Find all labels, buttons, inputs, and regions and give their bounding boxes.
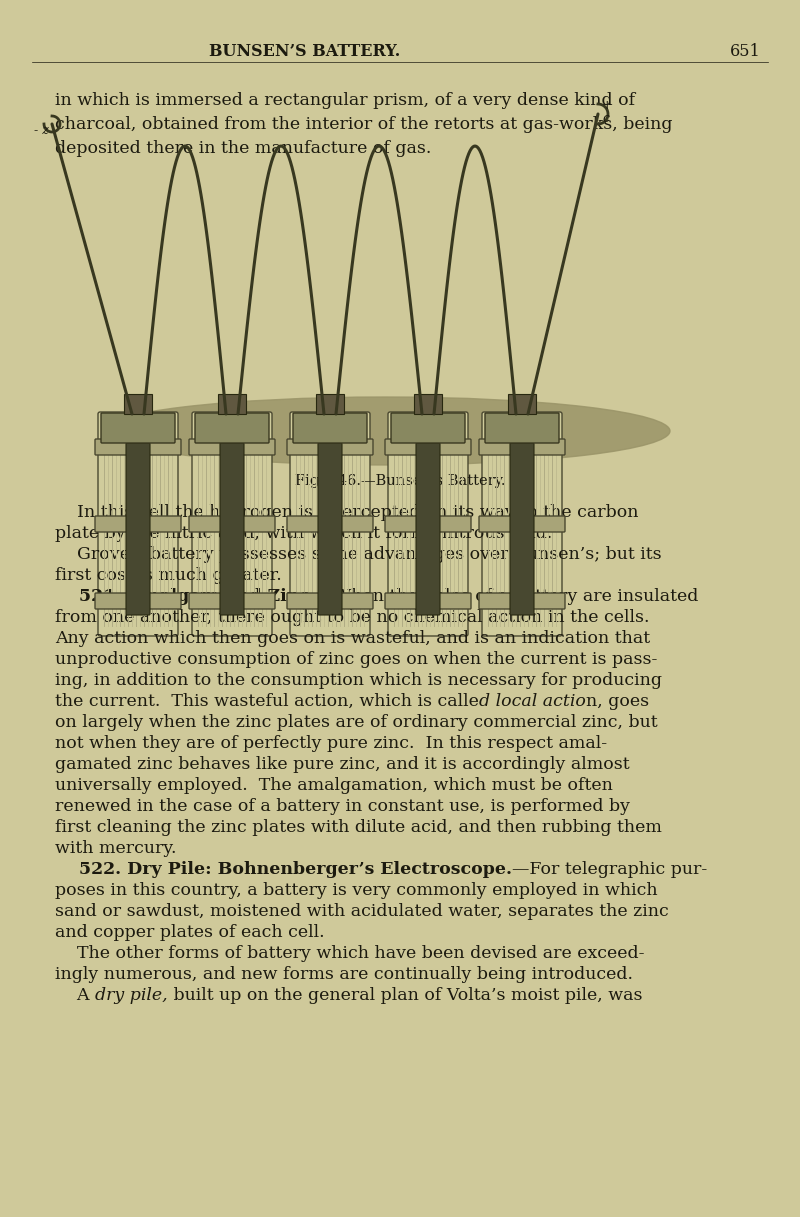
Text: renewed in the case of a battery in constant use, is performed by: renewed in the case of a battery in cons… xyxy=(55,798,630,815)
Text: c: c xyxy=(602,112,609,125)
Text: first cost is much greater.: first cost is much greater. xyxy=(55,567,282,584)
FancyBboxPatch shape xyxy=(385,516,471,532)
FancyBboxPatch shape xyxy=(293,413,367,443)
Text: the current.  This wasteful action, which is calle: the current. This wasteful action, which… xyxy=(55,692,479,710)
FancyBboxPatch shape xyxy=(287,439,373,455)
FancyBboxPatch shape xyxy=(482,413,562,636)
Bar xyxy=(218,394,246,414)
Text: ingly numerous, and new forms are continually being introduced.: ingly numerous, and new forms are contin… xyxy=(55,966,633,983)
Text: The other forms of battery which have been devised are exceed-: The other forms of battery which have be… xyxy=(55,944,645,961)
Text: Fig. 446.—Bunsen’s Battery.: Fig. 446.—Bunsen’s Battery. xyxy=(294,473,506,488)
Text: dry pile,: dry pile, xyxy=(95,987,168,1004)
FancyBboxPatch shape xyxy=(195,413,269,443)
Text: d local actio: d local actio xyxy=(479,692,586,710)
FancyBboxPatch shape xyxy=(189,593,275,608)
Text: from one another, there ought to be no chemical action in the cells.: from one another, there ought to be no c… xyxy=(55,608,650,626)
FancyBboxPatch shape xyxy=(95,593,181,608)
FancyBboxPatch shape xyxy=(290,413,370,636)
Bar xyxy=(316,394,344,414)
FancyBboxPatch shape xyxy=(95,439,181,455)
Text: poses in this country, a battery is very commonly employed in which: poses in this country, a battery is very… xyxy=(55,882,658,899)
Text: on largely when the zinc plates are of ordinary commercial zinc, but: on largely when the zinc plates are of o… xyxy=(55,714,658,731)
Bar xyxy=(508,394,536,414)
FancyBboxPatch shape xyxy=(318,443,342,615)
Text: —When the poles of a battery are insulated: —When the poles of a battery are insulat… xyxy=(316,588,698,605)
Text: +: + xyxy=(602,99,613,112)
FancyBboxPatch shape xyxy=(101,413,175,443)
Text: unproductive consumption of zinc goes on when the current is pass-: unproductive consumption of zinc goes on… xyxy=(55,651,658,668)
Bar xyxy=(414,394,442,414)
FancyBboxPatch shape xyxy=(388,413,468,636)
Bar xyxy=(124,394,152,414)
FancyBboxPatch shape xyxy=(287,516,373,532)
FancyBboxPatch shape xyxy=(287,593,373,608)
FancyBboxPatch shape xyxy=(510,443,534,615)
Text: BUNSEN’S BATTERY.: BUNSEN’S BATTERY. xyxy=(210,44,401,61)
Text: charcoal, obtained from the interior of the retorts at gas-works, being: charcoal, obtained from the interior of … xyxy=(55,116,673,133)
Text: 651: 651 xyxy=(730,44,760,61)
Text: In this cell the hydrogen is intercepted on its way to the carbon: In this cell the hydrogen is intercepted… xyxy=(55,504,638,521)
FancyBboxPatch shape xyxy=(220,443,244,615)
FancyBboxPatch shape xyxy=(479,516,565,532)
FancyBboxPatch shape xyxy=(192,413,272,636)
Text: - z: - z xyxy=(34,124,49,138)
FancyBboxPatch shape xyxy=(479,439,565,455)
Text: and copper plates of each cell.: and copper plates of each cell. xyxy=(55,924,325,941)
Text: deposited there in the manufacture of gas.: deposited there in the manufacture of ga… xyxy=(55,140,431,157)
Text: gamated zinc behaves like pure zinc, and it is accordingly almost: gamated zinc behaves like pure zinc, and… xyxy=(55,756,630,773)
Text: Grove’s battery possesses some advantages over Bunsen’s; but its: Grove’s battery possesses some advantage… xyxy=(55,546,662,563)
FancyBboxPatch shape xyxy=(95,516,181,532)
FancyBboxPatch shape xyxy=(98,413,178,636)
Text: 522. Dry Pile: Bohnenberger’s Electroscope.: 522. Dry Pile: Bohnenberger’s Electrosco… xyxy=(55,860,512,877)
Text: plate by the nitric acid, with which it forms nitrous acid.: plate by the nitric acid, with which it … xyxy=(55,525,552,542)
Text: with mercury.: with mercury. xyxy=(55,840,177,857)
Text: sand or sawdust, moistened with acidulated water, separates the zinc: sand or sawdust, moistened with acidulat… xyxy=(55,903,669,920)
Text: not when they are of perfectly pure zinc.  In this respect amal-: not when they are of perfectly pure zinc… xyxy=(55,735,607,752)
FancyBboxPatch shape xyxy=(479,593,565,608)
Text: 521. Amalgamated Zinc.: 521. Amalgamated Zinc. xyxy=(55,588,316,605)
FancyBboxPatch shape xyxy=(385,439,471,455)
Text: first cleaning the zinc plates with dilute acid, and then rubbing them: first cleaning the zinc plates with dilu… xyxy=(55,819,662,836)
FancyBboxPatch shape xyxy=(189,516,275,532)
FancyBboxPatch shape xyxy=(485,413,559,443)
Text: built up on the general plan of Volta’s moist pile, was: built up on the general plan of Volta’s … xyxy=(168,987,642,1004)
FancyBboxPatch shape xyxy=(391,413,465,443)
FancyBboxPatch shape xyxy=(126,443,150,615)
Text: universally employed.  The amalgamation, which must be often: universally employed. The amalgamation, … xyxy=(55,776,613,793)
Text: ing, in addition to the consumption which is necessary for producing: ing, in addition to the consumption whic… xyxy=(55,672,662,689)
Text: in which is immersed a rectangular prism, of a very dense kind of: in which is immersed a rectangular prism… xyxy=(55,92,635,110)
Text: —For telegraphic pur-: —For telegraphic pur- xyxy=(512,860,707,877)
Text: n, goes: n, goes xyxy=(586,692,649,710)
FancyBboxPatch shape xyxy=(416,443,440,615)
Text: A: A xyxy=(55,987,95,1004)
FancyBboxPatch shape xyxy=(189,439,275,455)
Text: Any action which then goes on is wasteful, and is an indication that: Any action which then goes on is wastefu… xyxy=(55,630,650,647)
Ellipse shape xyxy=(100,397,670,465)
FancyBboxPatch shape xyxy=(385,593,471,608)
